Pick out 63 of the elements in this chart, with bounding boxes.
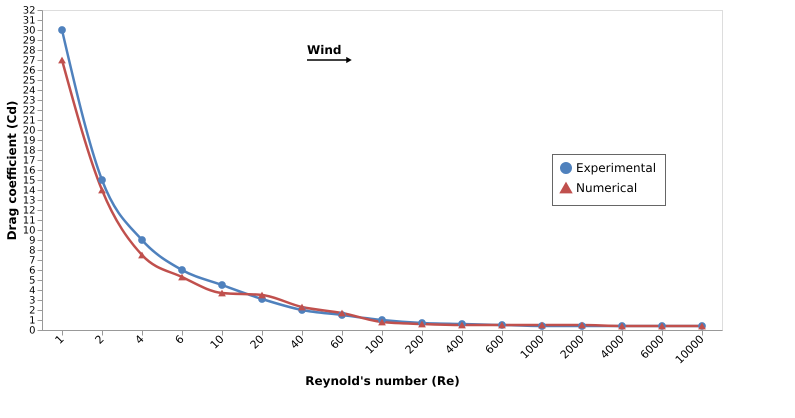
y-tick-label: 28: [22, 46, 36, 56]
y-tick-label: 15: [22, 176, 36, 186]
y-tick-label: 0: [29, 326, 36, 336]
y-tick-label: 12: [22, 206, 36, 216]
y-tick-label: 2: [29, 306, 36, 316]
x-tick-label: 600: [482, 332, 507, 357]
x-tick-label: 60: [328, 332, 347, 352]
point: [378, 318, 386, 326]
y-tick-label: 1: [29, 316, 36, 326]
legend-label: Experimental: [576, 161, 656, 175]
y-axis-title: Drag coefficient (Cd): [4, 100, 19, 240]
y-tick-label: 23: [22, 96, 36, 106]
point: [218, 281, 226, 289]
point: [218, 290, 226, 296]
x-tick-label: 4: [132, 332, 147, 347]
y-tick-label: 3: [29, 296, 36, 306]
y-tick-label: 16: [22, 166, 36, 176]
x-tick-label: 1: [52, 332, 67, 347]
legend-label: Numerical: [576, 181, 638, 195]
x-tick-label: 20: [248, 332, 267, 352]
y-tick-label: 5: [29, 276, 36, 286]
y-tick-label: 26: [22, 66, 36, 76]
point: [298, 304, 306, 310]
y-tick-label: 8: [29, 246, 36, 256]
y-tick-label: 7: [29, 256, 36, 266]
point: [98, 176, 106, 184]
y-tick-label: 29: [22, 36, 36, 46]
y-tick-label: 21: [22, 116, 36, 126]
y-tick-label: 6: [29, 266, 36, 276]
x-tick-label: 200: [402, 332, 427, 357]
point: [178, 266, 186, 274]
x-axis-title: Reynold's number (Re): [305, 374, 460, 388]
y-tick-label: 25: [22, 76, 36, 86]
y-tick-label: 10: [22, 226, 36, 236]
y-tick-label: 24: [22, 86, 36, 96]
y-tick-label: 22: [22, 106, 36, 116]
y-tick-label: 19: [22, 136, 36, 146]
y-tick-label: 20: [22, 126, 36, 136]
point: [258, 292, 266, 298]
point: [58, 26, 66, 34]
x-tick-label: 6: [172, 332, 187, 347]
annotation: Wind: [307, 43, 342, 57]
point: [338, 310, 346, 316]
y-tick-label: 18: [22, 146, 36, 156]
x-tick-label: 2: [92, 332, 107, 347]
point: [138, 236, 146, 244]
point: [98, 186, 106, 194]
point: [178, 274, 186, 280]
y-tick-label: 27: [22, 56, 36, 66]
y-tick-label: 17: [22, 156, 36, 166]
x-tick-label: 10: [208, 332, 227, 352]
y-tick-label: 31: [22, 16, 36, 26]
y-tick-label: 30: [22, 26, 36, 36]
y-tick-label: 13: [22, 196, 36, 206]
y-tick-label: 32: [22, 6, 36, 16]
y-tick-label: 4: [29, 286, 36, 296]
point: [58, 56, 66, 64]
x-tick-label: 100: [362, 332, 387, 357]
y-tick-label: 14: [22, 186, 36, 196]
x-tick-label: 40: [288, 332, 307, 352]
y-tick-label: 11: [22, 216, 36, 226]
y-tick-label: 9: [29, 236, 36, 246]
x-tick-label: 400: [442, 332, 467, 357]
